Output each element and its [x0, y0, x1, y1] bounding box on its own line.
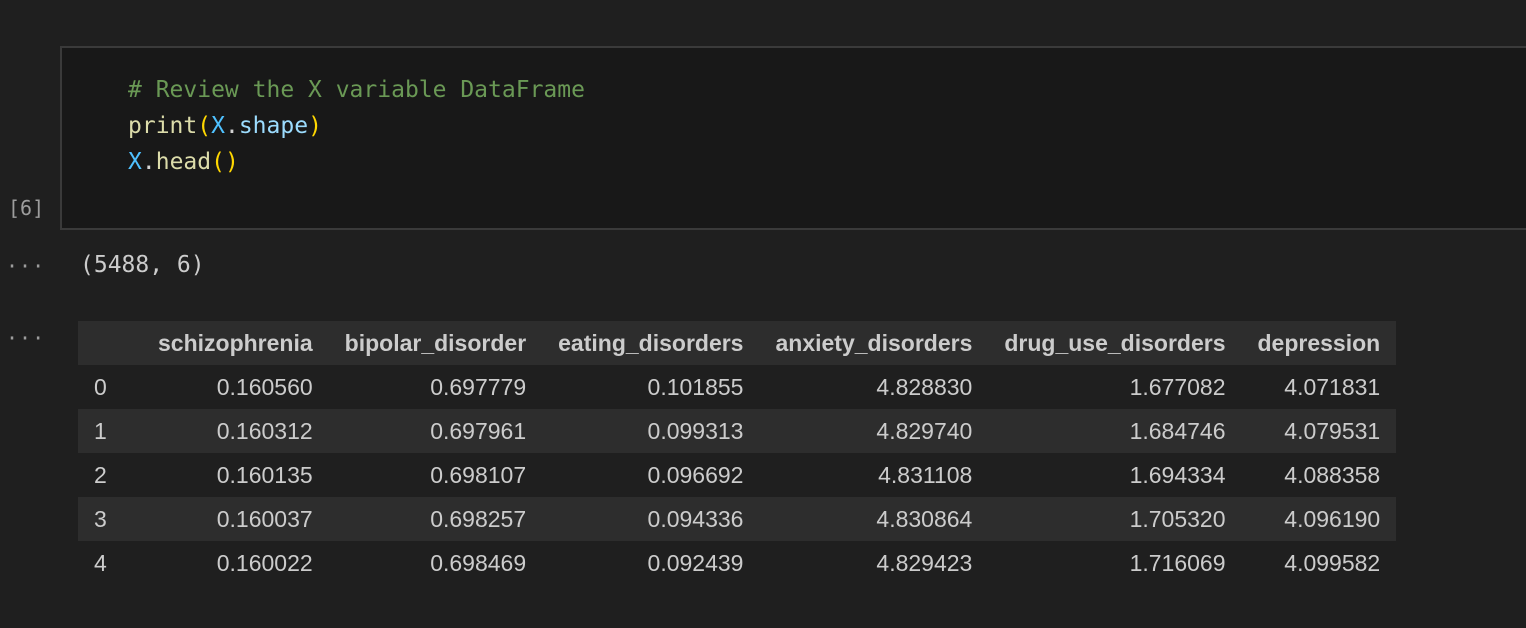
table-cell: 1.684746 — [1129, 417, 1226, 444]
table-cell: 4.079531 — [1284, 417, 1381, 444]
row-index: 3 — [94, 505, 107, 532]
table-cell: 4.088358 — [1284, 461, 1381, 488]
table-cell: 1.677082 — [1129, 373, 1226, 400]
table-cell: 0.698469 — [430, 549, 527, 576]
x-variable: X — [211, 113, 225, 139]
column-header: anxiety_disorders — [759, 321, 989, 365]
table-row: 4 0.160022 0.698469 0.092439 4.829423 1.… — [78, 541, 1396, 585]
table-cell: 4.071831 — [1284, 373, 1381, 400]
column-header: depression — [1241, 321, 1397, 365]
output-shape-text: (5488, 6) — [80, 252, 205, 278]
code-cell[interactable]: # Review the X variable DataFrame print(… — [60, 46, 1526, 230]
parens: () — [211, 149, 239, 175]
code-line-comment: # Review the X variable DataFrame — [128, 77, 585, 103]
table-cell: 0.094336 — [647, 505, 744, 532]
column-header: eating_disorders — [542, 321, 760, 365]
column-header-index — [78, 321, 142, 365]
table-cell: 1.716069 — [1129, 549, 1226, 576]
table-cell: 0.160037 — [216, 505, 313, 532]
table-cell: 0.096692 — [647, 461, 744, 488]
table-cell: 4.099582 — [1284, 549, 1381, 576]
code-line-head: X.head() — [128, 149, 239, 175]
table-cell: 0.697779 — [430, 373, 527, 400]
output-more-icon[interactable]: ··· — [6, 254, 46, 278]
table-cell: 0.160135 — [216, 461, 313, 488]
head-method: head — [155, 149, 212, 175]
close-paren: ) — [308, 113, 322, 139]
print-function: print — [128, 113, 198, 139]
code-line-print: print(X.shape) — [128, 113, 322, 139]
table-header-row: schizophrenia bipolar_disorder eating_di… — [78, 321, 1397, 365]
code-editor[interactable]: # Review the X variable DataFrame print(… — [128, 72, 585, 180]
table-cell: 4.830864 — [876, 505, 973, 532]
table-cell: 0.160312 — [216, 417, 313, 444]
row-index: 1 — [94, 417, 107, 444]
table-cell: 4.828830 — [876, 373, 973, 400]
table-cell: 4.831108 — [878, 461, 973, 488]
table-cell: 0.160560 — [216, 373, 313, 400]
dot: . — [224, 113, 239, 139]
output-more-icon[interactable]: ··· — [6, 326, 46, 350]
table-row: 1 0.160312 0.697961 0.099313 4.829740 1.… — [78, 409, 1397, 453]
dot: . — [141, 149, 156, 175]
table-cell: 0.101855 — [647, 373, 744, 400]
table-row: 0 0.160560 0.697779 0.101855 4.828830 1.… — [78, 365, 1396, 409]
column-header: bipolar_disorder — [328, 321, 543, 365]
table-cell: 0.099313 — [647, 417, 744, 444]
execution-count: [6] — [8, 196, 45, 220]
column-header: schizophrenia — [142, 321, 329, 365]
table-cell: 4.829423 — [876, 549, 973, 576]
table-cell: 4.096190 — [1284, 505, 1381, 532]
column-header: drug_use_disorders — [988, 321, 1242, 365]
open-paren: ( — [197, 113, 212, 139]
table-row: 2 0.160135 0.698107 0.096692 4.831108 1.… — [78, 453, 1396, 497]
table-cell: 0.697961 — [430, 417, 527, 444]
table-row: 3 0.160037 0.698257 0.094336 4.830864 1.… — [78, 497, 1397, 541]
table-cell: 1.694334 — [1129, 461, 1226, 488]
table-cell: 4.829740 — [876, 417, 973, 444]
dataframe-table: schizophrenia bipolar_disorder eating_di… — [78, 321, 1397, 585]
shape-attribute: shape — [238, 113, 309, 139]
table-cell: 1.705320 — [1129, 505, 1226, 532]
table-cell: 0.698107 — [430, 461, 527, 488]
row-index: 2 — [94, 461, 107, 488]
row-index: 4 — [94, 549, 107, 576]
x-variable: X — [128, 149, 142, 175]
table-cell: 0.092439 — [647, 549, 744, 576]
table-cell: 0.698257 — [430, 505, 527, 532]
row-index: 0 — [94, 373, 107, 400]
table-cell: 0.160022 — [216, 549, 313, 576]
